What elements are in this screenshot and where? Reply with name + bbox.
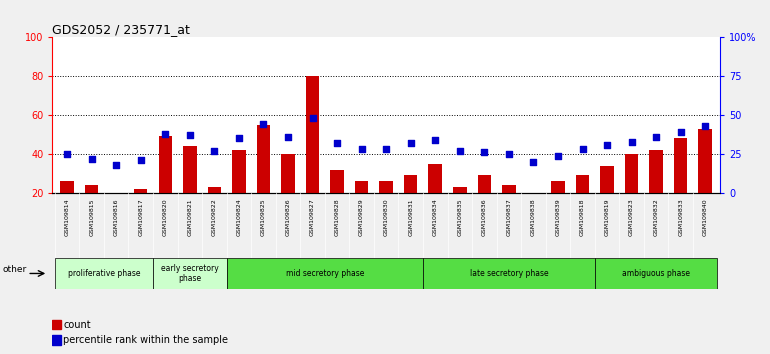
- Text: GSM109828: GSM109828: [335, 198, 340, 236]
- Text: GSM109822: GSM109822: [212, 198, 217, 236]
- Point: [601, 142, 613, 148]
- Point: [576, 147, 588, 152]
- Text: GSM109820: GSM109820: [162, 198, 168, 236]
- Text: mid secretory phase: mid secretory phase: [286, 269, 364, 278]
- Point: [404, 140, 417, 146]
- Point: [429, 137, 441, 143]
- Text: early secretory
phase: early secretory phase: [161, 264, 219, 283]
- Point: [625, 139, 638, 144]
- Text: GSM109840: GSM109840: [703, 198, 708, 236]
- Bar: [404, 176, 417, 193]
- Text: GSM109832: GSM109832: [654, 198, 658, 236]
- Bar: [226, 258, 423, 289]
- Bar: [453, 187, 467, 193]
- Bar: [576, 176, 589, 193]
- Text: GSM109814: GSM109814: [65, 198, 69, 236]
- Text: GSM109819: GSM109819: [604, 198, 610, 236]
- Text: late secretory phase: late secretory phase: [470, 269, 548, 278]
- Text: GSM109818: GSM109818: [580, 198, 585, 236]
- Bar: [624, 154, 638, 193]
- Text: GSM109824: GSM109824: [236, 198, 241, 236]
- Bar: [477, 176, 491, 193]
- Point: [527, 159, 540, 165]
- Bar: [594, 258, 718, 289]
- Bar: [208, 187, 221, 193]
- Point: [85, 156, 98, 161]
- Text: GSM109823: GSM109823: [629, 198, 634, 236]
- Point: [110, 162, 122, 168]
- Bar: [698, 129, 712, 193]
- Text: GSM109817: GSM109817: [139, 198, 143, 236]
- Bar: [159, 137, 172, 193]
- Text: GSM109830: GSM109830: [383, 198, 389, 236]
- Point: [699, 123, 711, 129]
- Text: GSM109831: GSM109831: [408, 198, 413, 236]
- Text: GSM109838: GSM109838: [531, 198, 536, 236]
- Text: GSM109834: GSM109834: [433, 198, 437, 236]
- Point: [356, 147, 368, 152]
- Point: [135, 158, 147, 163]
- Bar: [183, 146, 196, 193]
- Bar: [232, 150, 246, 193]
- Text: percentile rank within the sample: percentile rank within the sample: [63, 335, 229, 345]
- Text: GSM109816: GSM109816: [114, 198, 119, 236]
- Text: GSM109827: GSM109827: [310, 198, 315, 236]
- Point: [306, 115, 319, 121]
- Text: count: count: [63, 320, 91, 330]
- Text: ambiguous phase: ambiguous phase: [622, 269, 690, 278]
- Bar: [502, 185, 516, 193]
- Bar: [52, 320, 61, 330]
- Bar: [674, 138, 688, 193]
- Point: [380, 147, 392, 152]
- Bar: [256, 125, 270, 193]
- Bar: [649, 150, 663, 193]
- Bar: [281, 154, 295, 193]
- Point: [61, 151, 73, 157]
- Bar: [428, 164, 442, 193]
- Bar: [134, 189, 148, 193]
- Point: [282, 134, 294, 140]
- Bar: [52, 335, 61, 344]
- Bar: [306, 76, 320, 193]
- Bar: [355, 181, 368, 193]
- Bar: [601, 166, 614, 193]
- Bar: [153, 258, 226, 289]
- Text: GSM109833: GSM109833: [678, 198, 683, 236]
- Text: GSM109815: GSM109815: [89, 198, 94, 236]
- Point: [183, 132, 196, 138]
- Bar: [60, 181, 74, 193]
- Bar: [330, 170, 344, 193]
- Text: GSM109835: GSM109835: [457, 198, 462, 236]
- Bar: [551, 181, 564, 193]
- Text: GSM109836: GSM109836: [482, 198, 487, 236]
- Bar: [380, 181, 393, 193]
- Point: [675, 129, 687, 135]
- Text: GSM109829: GSM109829: [359, 198, 364, 236]
- Bar: [55, 258, 153, 289]
- Text: GSM109839: GSM109839: [555, 198, 561, 236]
- Bar: [423, 258, 594, 289]
- Point: [478, 150, 490, 155]
- Point: [552, 153, 564, 158]
- Text: proliferative phase: proliferative phase: [68, 269, 140, 278]
- Text: GSM109826: GSM109826: [286, 198, 290, 236]
- Point: [503, 151, 515, 157]
- Bar: [85, 185, 99, 193]
- Point: [454, 148, 466, 154]
- Text: GSM109825: GSM109825: [261, 198, 266, 236]
- Text: GSM109837: GSM109837: [507, 198, 511, 236]
- Text: GDS2052 / 235771_at: GDS2052 / 235771_at: [52, 23, 190, 36]
- Point: [331, 140, 343, 146]
- Point: [159, 131, 172, 137]
- Point: [208, 148, 220, 154]
- Point: [233, 136, 245, 141]
- Point: [650, 134, 662, 140]
- Point: [257, 121, 270, 127]
- Text: other: other: [2, 266, 27, 274]
- Text: GSM109821: GSM109821: [187, 198, 192, 236]
